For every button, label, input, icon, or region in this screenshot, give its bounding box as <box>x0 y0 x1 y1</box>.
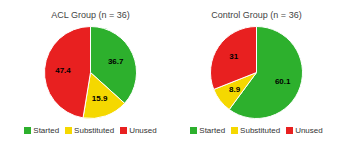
html-text:ACL Group (n = 36): ACL Group (n = 36) <box>51 10 130 20</box>
svg-text:47.4: 47.4 <box>55 66 71 75</box>
html-text:Control Group (n = 36): Control Group (n = 36) <box>211 10 302 20</box>
html-text:Substituted: Substituted <box>74 125 115 135</box>
html-text:Unused: Unused <box>295 125 323 135</box>
svg-text:60.1: 60.1 <box>275 77 291 86</box>
svg-text:15.9: 15.9 <box>92 94 108 103</box>
svg-text:36.7: 36.7 <box>108 57 124 66</box>
html-text:Started: Started <box>199 125 226 135</box>
html-text:Substituted: Substituted <box>240 125 281 135</box>
html-text:Unused: Unused <box>129 125 157 135</box>
html-text:Started: Started <box>33 125 60 135</box>
svg-text:31: 31 <box>229 52 238 61</box>
svg-text:8.9: 8.9 <box>229 85 241 94</box>
